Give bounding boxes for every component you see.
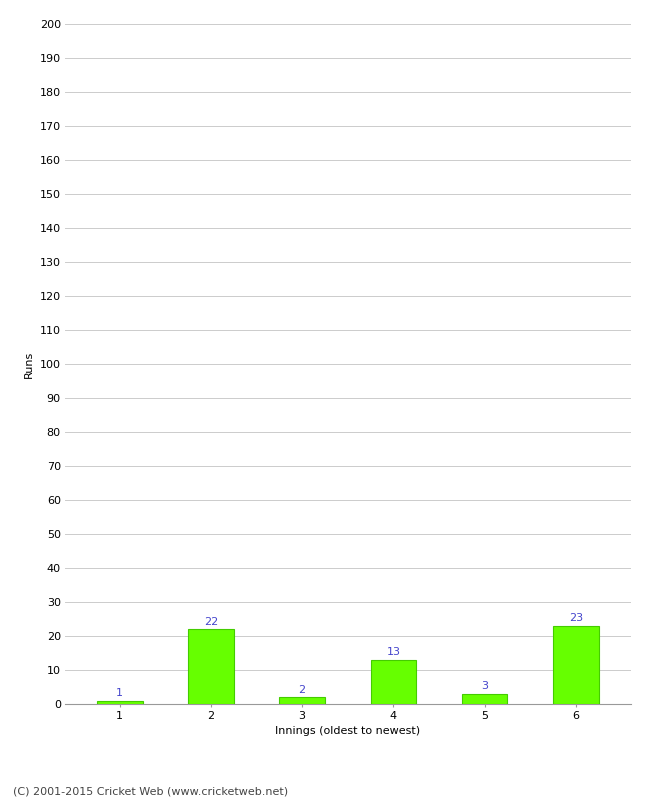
Bar xyxy=(97,701,142,704)
Bar xyxy=(188,629,234,704)
Bar xyxy=(462,694,508,704)
Text: 1: 1 xyxy=(116,688,124,698)
Bar xyxy=(553,626,599,704)
Text: (C) 2001-2015 Cricket Web (www.cricketweb.net): (C) 2001-2015 Cricket Web (www.cricketwe… xyxy=(13,786,288,796)
X-axis label: Innings (oldest to newest): Innings (oldest to newest) xyxy=(275,726,421,737)
Text: 23: 23 xyxy=(569,614,583,623)
Text: 22: 22 xyxy=(204,617,218,627)
Text: 2: 2 xyxy=(298,685,306,695)
Text: 13: 13 xyxy=(386,647,400,658)
Bar xyxy=(370,660,416,704)
Bar xyxy=(280,697,325,704)
Y-axis label: Runs: Runs xyxy=(24,350,34,378)
Text: 3: 3 xyxy=(481,682,488,691)
